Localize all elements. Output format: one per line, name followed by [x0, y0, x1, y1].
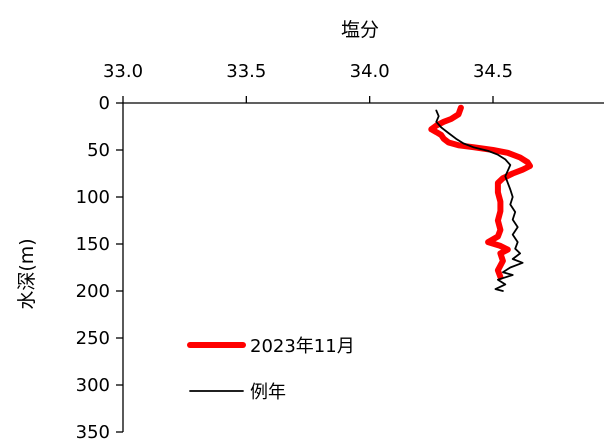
axes: 33.0 33.5 34.0 34.5 0 50 100 150 200 250 300 350	[76, 61, 604, 443]
x-tick-label: 34.0	[350, 61, 390, 82]
legend-label-0: 2023年11月	[250, 336, 355, 357]
x-tick-label: 33.5	[226, 61, 266, 82]
y-axis-title: 水深(m)	[16, 238, 38, 309]
y-tick-label: 350	[76, 422, 110, 443]
y-tick-label: 200	[76, 281, 110, 302]
x-tick-label: 34.5	[473, 61, 513, 82]
y-tick-label: 100	[76, 187, 110, 208]
series-line-0	[428, 104, 533, 280]
x-axis-title: 塩分	[341, 19, 379, 41]
y-tick-label: 300	[76, 375, 110, 396]
y-tick-label: 150	[76, 234, 110, 255]
series-line-1	[435, 109, 524, 292]
y-tick-label: 0	[99, 93, 110, 114]
x-tick-label: 33.0	[103, 61, 143, 82]
y-tick-label: 250	[76, 328, 110, 349]
legend-label-1: 例年	[250, 382, 286, 403]
y-tick-label: 50	[87, 140, 110, 161]
plot-area	[428, 104, 533, 292]
